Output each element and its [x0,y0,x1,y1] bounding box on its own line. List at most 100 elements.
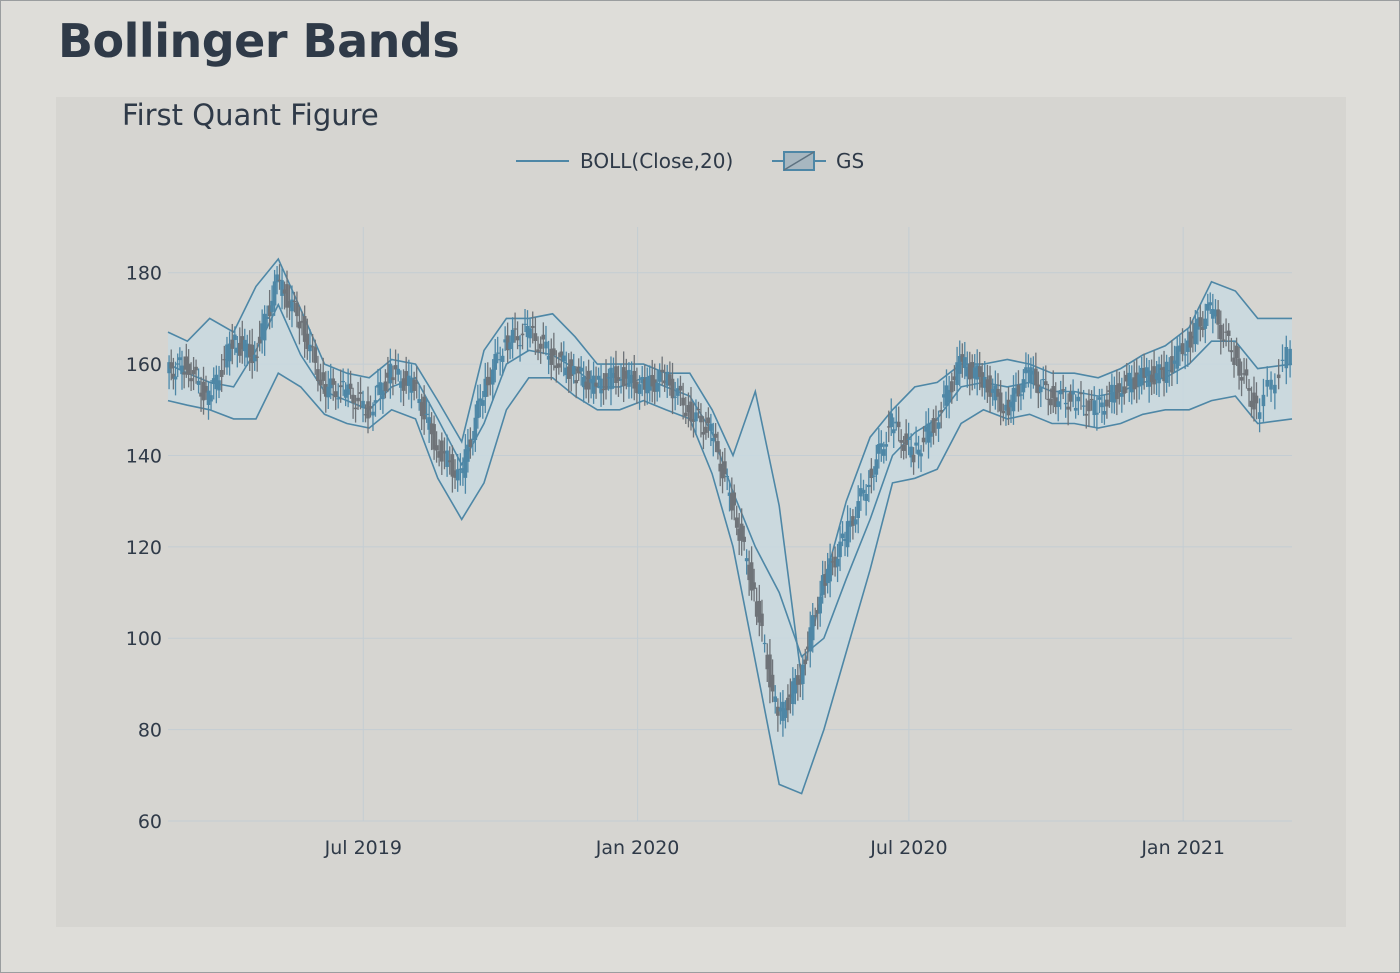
candle-body[interactable] [1132,377,1137,390]
candle-body[interactable] [473,417,478,441]
candle-body[interactable] [414,382,419,384]
candle-body[interactable] [818,596,822,614]
candle-body[interactable] [904,433,908,445]
candle-body[interactable] [914,442,918,446]
candle-body[interactable] [662,380,667,384]
candle-body[interactable] [363,414,368,416]
candle-body[interactable] [1134,372,1139,388]
candle-body[interactable] [490,369,495,385]
candle-body[interactable] [1097,397,1102,400]
candle-body[interactable] [191,370,196,375]
candle-body[interactable] [859,488,863,497]
candle-body[interactable] [793,677,798,694]
candle-body[interactable] [533,333,538,342]
candle-body[interactable] [488,377,493,385]
candle-body[interactable] [338,385,343,388]
candle-body[interactable] [180,365,184,375]
candle-body[interactable] [894,421,899,424]
candle-body[interactable] [691,419,696,422]
candle-body[interactable] [422,396,426,420]
candle-body[interactable] [468,439,473,448]
candle-body[interactable] [768,654,772,688]
candle-body[interactable] [744,558,749,562]
candle-body[interactable] [1164,361,1169,383]
candle-body[interactable] [856,501,861,519]
candle-body[interactable] [1029,367,1033,384]
candle-body[interactable] [386,372,390,378]
candle-body[interactable] [678,385,683,391]
candle-body[interactable] [559,351,564,358]
candle-body[interactable] [302,316,307,342]
candle-body[interactable] [182,372,186,375]
candle-body[interactable] [584,381,588,390]
candle-body[interactable] [308,344,312,352]
candle-body[interactable] [1142,367,1146,378]
candle-body[interactable] [505,335,510,351]
candle-body[interactable] [996,388,1000,397]
candle-body[interactable] [1213,309,1218,317]
candle-body[interactable] [1053,397,1058,408]
candle-body[interactable] [388,363,393,384]
candle-body[interactable] [660,369,664,373]
candle-body[interactable] [383,381,388,392]
candle-body[interactable] [977,366,982,377]
candle-body[interactable] [1261,394,1266,407]
candle-body[interactable] [776,706,780,716]
candle-body[interactable] [341,380,345,383]
candle-body[interactable] [196,380,201,385]
candle-body[interactable] [429,423,434,435]
candle-body[interactable] [632,370,637,389]
candle-body[interactable] [886,426,891,428]
candle-body[interactable] [647,375,652,391]
candle-body[interactable] [1016,384,1021,397]
candle-body[interactable] [407,375,411,386]
candle-body[interactable] [396,368,401,375]
candle-body[interactable] [541,334,546,340]
candle-body[interactable] [673,396,677,398]
candle-body[interactable] [788,694,793,698]
candle-body[interactable] [1011,387,1016,412]
candle-body[interactable] [233,334,237,340]
candle-body[interactable] [569,359,574,376]
candle-body[interactable] [1203,318,1208,329]
candle-body[interactable] [1076,396,1081,402]
candle-body[interactable] [614,366,618,383]
candle-body[interactable] [546,355,551,360]
candle-body[interactable] [275,274,279,283]
candle-body[interactable] [723,461,727,475]
candle-body[interactable] [1004,404,1008,411]
candle-body[interactable] [624,370,629,379]
candle-body[interactable] [576,366,581,374]
candle-body[interactable] [280,280,284,296]
candle-body[interactable] [742,536,746,542]
candle-body[interactable] [209,395,213,402]
candle-body[interactable] [356,397,360,402]
candle-body[interactable] [498,359,502,361]
candle-body[interactable] [250,344,255,364]
candle-body[interactable] [916,449,921,455]
candle-body[interactable] [833,556,837,568]
candle-body[interactable] [957,355,962,374]
candle-body[interactable] [282,289,287,294]
candle-body[interactable] [706,417,711,424]
candle-body[interactable] [528,328,532,339]
candle-body[interactable] [206,390,211,405]
candle-body[interactable] [786,697,790,711]
candle-body[interactable] [1087,400,1091,412]
candle-body[interactable] [828,558,832,582]
candle-body[interactable] [1100,402,1104,408]
candle-body[interactable] [699,415,703,423]
candle-body[interactable] [586,370,591,390]
candle-body[interactable] [1196,318,1200,330]
candle-body[interactable] [665,371,670,386]
candle-body[interactable] [990,388,995,393]
candle-body[interactable] [1021,379,1026,393]
candle-body[interactable] [820,575,825,595]
candle-body[interactable] [838,541,842,558]
candle-body[interactable] [346,384,350,395]
candle-body[interactable] [754,601,759,617]
candle-body[interactable] [503,339,507,343]
candle-body[interactable] [725,476,729,478]
candle-body[interactable] [1193,322,1198,345]
candle-body[interactable] [752,582,756,590]
